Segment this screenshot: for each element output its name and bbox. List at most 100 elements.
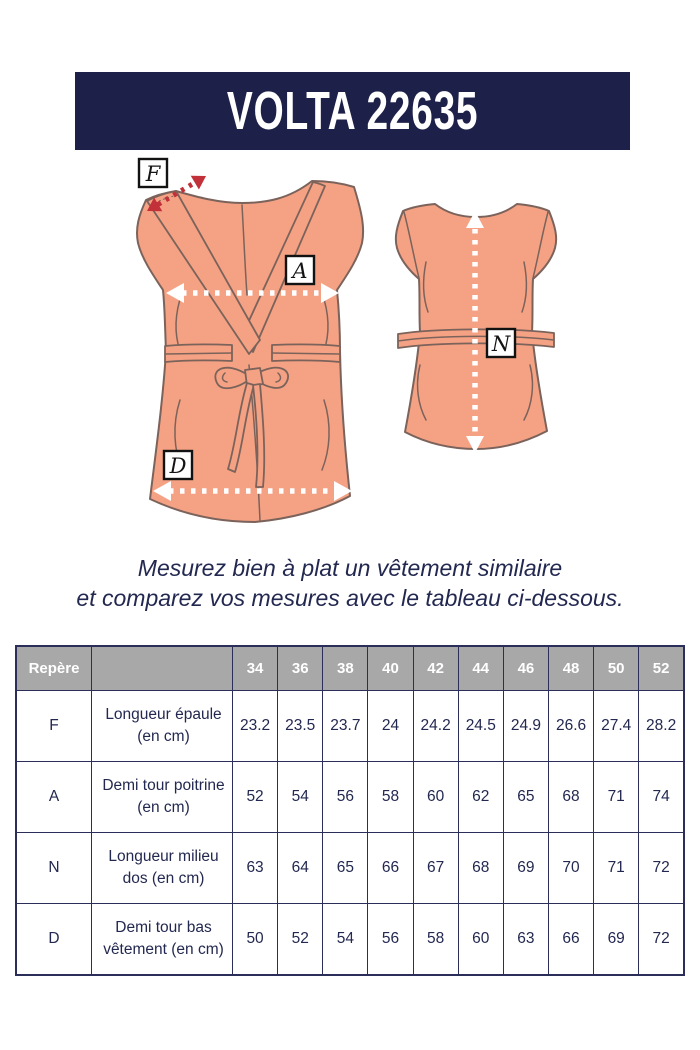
instructions-line1: Mesurez bien à plat un vêtement similair… bbox=[137, 555, 563, 581]
measure-value-cell: 67 bbox=[412, 832, 459, 904]
measure-label-cell: Longueur milieu dos (en cm) bbox=[91, 832, 233, 904]
measure-arrow-f-head bbox=[190, 175, 206, 190]
size-table-body: F Longueur épaule (en cm) 23.2 23.5 23.7 24 24… bbox=[15, 690, 685, 976]
measure-code-cell: A bbox=[15, 761, 92, 833]
size-header-cell: 50 bbox=[593, 645, 640, 691]
measure-value-cell: 65 bbox=[502, 761, 549, 833]
dart-line bbox=[521, 261, 528, 313]
size-header-cell: 40 bbox=[367, 645, 414, 691]
label-header-cell bbox=[91, 645, 233, 691]
measure-label-cell: Demi tour bas vêtement (en cm) bbox=[91, 903, 233, 976]
collar-band-right bbox=[240, 181, 326, 353]
instructions-line2: et comparez vos mesures avec le tableau … bbox=[76, 585, 624, 611]
dart-line bbox=[321, 399, 330, 471]
measure-value-cell: 24 bbox=[367, 690, 414, 762]
bow-loop-detail bbox=[221, 372, 228, 383]
measure-code-cell: D bbox=[15, 903, 92, 976]
measure-value-cell: 69 bbox=[593, 903, 640, 976]
belt-strand-line bbox=[397, 335, 555, 342]
size-header-cell: 48 bbox=[547, 645, 595, 691]
measure-value-cell: 68 bbox=[547, 761, 595, 833]
size-header-cell: 34 bbox=[231, 645, 279, 691]
measure-value-cell: 64 bbox=[277, 832, 324, 904]
measure-value-cell: 52 bbox=[277, 903, 324, 976]
measure-value-cell: 52 bbox=[231, 761, 279, 833]
measure-value-cell: 65 bbox=[322, 832, 369, 904]
measure-value-cell: 60 bbox=[457, 903, 504, 976]
measure-value-cell: 63 bbox=[502, 903, 549, 976]
measure-arrow-f-head bbox=[147, 197, 163, 212]
belt-strand-line bbox=[271, 352, 341, 355]
measure-value-cell: 23.2 bbox=[231, 690, 279, 762]
measurement-row: A Demi tour poitrine (en cm) 52 54 56 58 60 62 6… bbox=[15, 761, 685, 833]
measure-value-cell: 58 bbox=[412, 903, 459, 976]
dart-line bbox=[422, 261, 429, 313]
measure-instructions: Mesurez bien à plat un vêtement similair… bbox=[0, 553, 700, 613]
measure-label-a: A bbox=[290, 259, 307, 283]
measure-value-cell: 23.7 bbox=[322, 690, 369, 762]
size-table-head-row: Repère 34 36 38 40 42 44 46 48 50 52 bbox=[15, 645, 685, 691]
measure-value-cell: 24.9 bbox=[502, 690, 549, 762]
size-header-cell: 44 bbox=[457, 645, 504, 691]
garment-front-view: F A D bbox=[136, 157, 365, 523]
measure-arrow-n-head bbox=[466, 436, 484, 453]
bow-knot bbox=[244, 367, 264, 387]
measure-value-cell: 66 bbox=[547, 903, 595, 976]
bow-tie-right bbox=[252, 383, 266, 488]
size-header-cell: 36 bbox=[277, 645, 324, 691]
measure-value-cell: 54 bbox=[277, 761, 324, 833]
measure-label-box-a bbox=[284, 254, 316, 286]
measure-value-cell: 27.4 bbox=[593, 690, 640, 762]
measure-arrow-d-head bbox=[153, 481, 171, 501]
measure-arrow-n-head bbox=[466, 211, 484, 228]
measure-value-cell: 24.2 bbox=[412, 690, 459, 762]
measure-value-cell: 66 bbox=[367, 832, 414, 904]
dart-line bbox=[416, 364, 427, 421]
measure-label-box-d bbox=[162, 449, 194, 481]
measure-value-cell: 72 bbox=[638, 832, 685, 904]
measure-value-cell: 56 bbox=[367, 903, 414, 976]
measure-arrow-a-head bbox=[166, 283, 184, 303]
measure-value-cell: 54 bbox=[322, 903, 369, 976]
measure-value-cell: 71 bbox=[593, 761, 640, 833]
measure-value-cell: 69 bbox=[502, 832, 549, 904]
measure-value-cell: 56 bbox=[322, 761, 369, 833]
measure-value-cell: 50 bbox=[231, 903, 279, 976]
bow-loop-detail bbox=[275, 372, 282, 383]
armhole-seam-line bbox=[532, 211, 549, 279]
measure-value-cell: 24.5 bbox=[457, 690, 504, 762]
armhole-seam-line bbox=[403, 211, 420, 279]
measure-value-cell: 28.2 bbox=[638, 690, 685, 762]
size-header-cell: 42 bbox=[412, 645, 459, 691]
measure-arrow-a-head bbox=[321, 283, 339, 303]
measure-label-cell: Demi tour poitrine (en cm) bbox=[91, 761, 233, 833]
size-header-cell: 38 bbox=[322, 645, 369, 691]
measure-label-box-f bbox=[137, 157, 169, 189]
product-title: VOLTA 22635 bbox=[226, 81, 479, 141]
measure-value-cell: 60 bbox=[412, 761, 459, 833]
measure-code-cell: F bbox=[15, 690, 92, 762]
garment-back-view: N bbox=[394, 203, 558, 453]
product-title-banner: VOLTA 22635 bbox=[75, 72, 630, 150]
measure-value-cell: 70 bbox=[547, 832, 595, 904]
collar-band-left bbox=[146, 190, 261, 355]
belt-strand-line bbox=[164, 352, 233, 355]
measure-label-n: N bbox=[491, 332, 511, 356]
bow-left-loop bbox=[214, 366, 251, 390]
center-back-seam-line bbox=[241, 204, 248, 296]
size-header-cell: 46 bbox=[502, 645, 549, 691]
dart-line bbox=[523, 364, 534, 421]
measure-code-cell: N bbox=[15, 832, 92, 904]
measure-value-cell: 58 bbox=[367, 761, 414, 833]
size-header-cell: 52 bbox=[638, 645, 685, 691]
measure-value-cell: 74 bbox=[638, 761, 685, 833]
measure-label-cell: Longueur épaule (en cm) bbox=[91, 690, 233, 762]
garment-back-body bbox=[394, 203, 558, 450]
measure-value-cell: 72 bbox=[638, 903, 685, 976]
measure-value-cell: 71 bbox=[593, 832, 640, 904]
bow-tie-left bbox=[227, 382, 255, 473]
measure-arrow-d-head bbox=[334, 481, 352, 501]
measure-value-cell: 68 bbox=[457, 832, 504, 904]
measure-label-box-n bbox=[485, 327, 517, 359]
